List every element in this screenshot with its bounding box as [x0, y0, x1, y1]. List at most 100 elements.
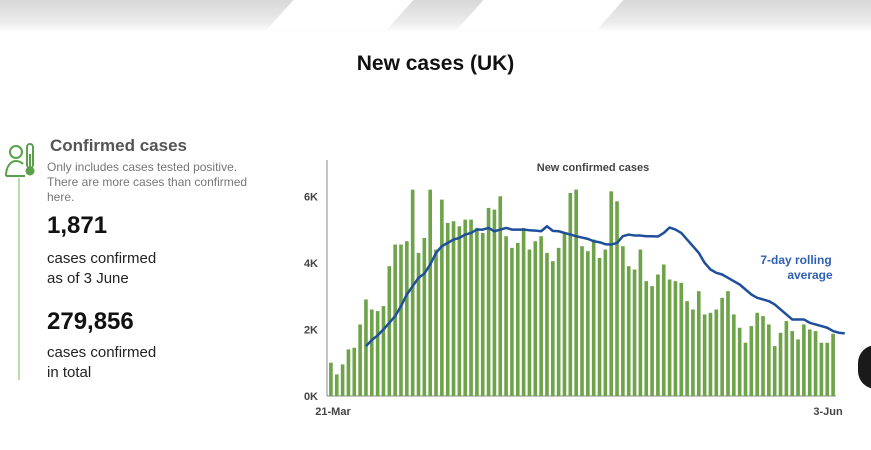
total-caption-line: cases confirmed: [47, 344, 157, 361]
summary-note-line: Only includes cases tested positive.: [47, 160, 238, 174]
daily-caption-line: as of 3 June: [47, 270, 129, 287]
daily-cases-bar: [533, 241, 538, 396]
daily-cases-bar: [778, 332, 783, 396]
daily-cases-bar: [638, 249, 643, 396]
daily-cases-bar: [749, 326, 754, 396]
daily-cases-bar: [591, 239, 596, 396]
daily-cases-bar: [626, 266, 631, 396]
daily-cases-bar: [393, 244, 397, 396]
daily-cases-caption: cases confirmed as of 3 June: [47, 249, 247, 289]
daily-cases-bar: [387, 266, 392, 396]
daily-cases-bar: [562, 232, 567, 396]
daily-cases-bar: [714, 309, 719, 396]
y-tick-label: 4K: [304, 258, 318, 270]
y-axis-ticks: 0K 2K 4K 6K: [304, 191, 318, 403]
daily-cases-bar: [609, 191, 614, 396]
daily-cases-bar: [696, 291, 701, 396]
daily-cases-bar: [346, 349, 351, 396]
daily-cases-bar: [673, 281, 678, 396]
thermometer-person-icon: [5, 143, 35, 177]
daily-cases-bar: [334, 374, 339, 396]
daily-cases-bar: [405, 241, 409, 396]
daily-cases-bar: [440, 199, 444, 396]
daily-cases-bar: [381, 306, 386, 396]
y-tick-label: 6K: [304, 191, 318, 203]
daily-cases-bar: [615, 201, 619, 396]
total-caption-line: in total: [47, 364, 92, 381]
daily-cases-bar: [550, 261, 555, 396]
daily-cases-bar: [410, 189, 415, 396]
daily-cases-bar: [352, 347, 357, 396]
daily-cases-bar: [767, 324, 771, 396]
daily-cases-bar: [556, 247, 561, 396]
daily-cases-bar: [527, 249, 532, 396]
daily-cases-bar: [831, 333, 835, 396]
daily-cases-bar: [802, 324, 806, 396]
daily-cases-bar: [399, 244, 403, 396]
daily-cases-bar: [428, 189, 432, 396]
x-tick-label-end: 3-Jun: [813, 406, 843, 418]
daily-cases-bar: [521, 227, 526, 396]
daily-cases-bar: [422, 237, 427, 396]
rolling-average-label-line: average: [787, 268, 833, 282]
daily-cases-bar: [463, 219, 468, 396]
daily-cases-bar: [580, 246, 584, 396]
daily-cases-bar: [434, 249, 438, 396]
daily-cases-bar: [568, 192, 573, 396]
summary-heading: Confirmed cases: [50, 136, 187, 155]
daily-cases-bar: [720, 297, 724, 396]
x-tick-label-start: 21-Mar: [315, 406, 351, 418]
rolling-average-line: [365, 224, 845, 347]
corner-control-button[interactable]: [858, 345, 871, 389]
daily-cases-bar: [656, 274, 660, 396]
y-tick-label: 2K: [304, 324, 318, 336]
daily-cases-bar: [743, 342, 748, 396]
daily-cases-bar: [755, 312, 759, 396]
daily-cases-bar: [539, 236, 543, 396]
bar-series: [329, 189, 835, 396]
daily-cases-bar: [737, 327, 742, 396]
daily-cases-bar: [510, 247, 514, 396]
daily-cases-bar: [498, 196, 503, 396]
daily-cases-bar: [545, 252, 549, 396]
daily-caption-line: cases confirmed: [47, 250, 157, 267]
daily-cases-bar: [726, 291, 730, 396]
daily-cases-bar: [451, 221, 456, 396]
daily-cases-bar: [486, 207, 491, 396]
daily-cases-bar: [621, 246, 625, 396]
daily-cases-bar: [813, 331, 818, 396]
daily-cases-bar: [772, 346, 777, 396]
chart-title: New confirmed cases: [537, 162, 650, 174]
daily-cases-bar: [329, 362, 333, 396]
daily-cases-bar: [457, 226, 462, 396]
daily-cases-bar: [702, 314, 707, 396]
daily-cases-bar: [825, 342, 830, 396]
daily-cases-bar: [416, 252, 421, 396]
summary-note-line: There are more cases than confirmed: [47, 175, 248, 189]
daily-cases-bar: [650, 286, 654, 396]
y-tick-label: 0K: [304, 391, 318, 403]
page-title: New cases (UK): [356, 52, 515, 75]
accent-rule: [18, 178, 20, 380]
daily-cases-bar: [492, 209, 497, 396]
daily-cases-bar: [375, 311, 380, 396]
total-cases-caption: cases confirmed in total: [47, 343, 247, 383]
daily-cases-bar: [475, 227, 479, 396]
daily-cases-value: 1,871: [47, 212, 108, 239]
daily-cases-bar: [504, 236, 508, 396]
daily-cases-bar: [679, 282, 684, 396]
summary-note: Only includes cases tested positive. The…: [47, 160, 277, 205]
daily-cases-bar: [784, 321, 789, 396]
total-cases-value: 279,856: [47, 308, 134, 335]
summary-note-line: here.: [47, 190, 75, 204]
daily-cases-bar: [469, 219, 473, 396]
daily-cases-bar: [807, 329, 812, 396]
daily-cases-bar: [761, 316, 765, 396]
daily-cases-bar: [445, 222, 450, 396]
daily-cases-bar: [644, 281, 649, 396]
daily-cases-bar: [819, 342, 824, 396]
daily-cases-bar: [632, 269, 637, 396]
daily-cases-bar: [340, 364, 345, 396]
daily-cases-bar: [364, 299, 368, 396]
